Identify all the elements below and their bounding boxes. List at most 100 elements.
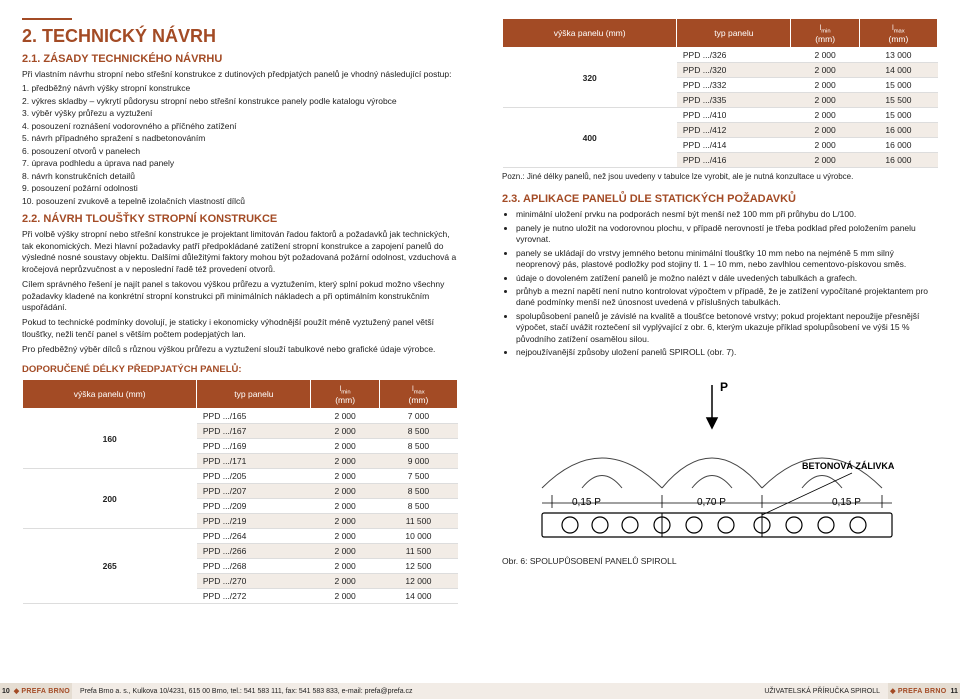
step-item: 9. posouzení požární odolnosti <box>22 183 458 194</box>
data-cell: 8 500 <box>379 424 457 439</box>
table-row: 200PPD .../2052 0007 500 <box>23 469 458 484</box>
data-cell: PPD .../414 <box>677 138 791 153</box>
data-cell: 12 000 <box>379 574 457 589</box>
data-cell: 12 500 <box>379 559 457 574</box>
dist-label-mid: 0,70 P <box>697 497 726 508</box>
step-item: 7. úprava podhledu a úprava nad panely <box>22 158 458 169</box>
dist-label-right: 0,15 P <box>832 497 861 508</box>
list-item: nejpoužívanější způsoby uložení panelů S… <box>516 347 938 358</box>
data-cell: PPD .../171 <box>197 454 311 469</box>
data-cell: 2 000 <box>311 514 379 529</box>
data-cell: 10 000 <box>379 529 457 544</box>
grout-label: BETONOVÁ ZÁLIVKA <box>802 461 895 471</box>
col-header: lmax(mm) <box>859 19 937 48</box>
col-header: lmax(mm) <box>379 379 457 408</box>
data-cell: 11 500 <box>379 514 457 529</box>
height-cell: 320 <box>503 48 677 108</box>
data-cell: PPD .../207 <box>197 484 311 499</box>
left-page: 2. TECHNICKÝ NÁVRH 2.1. ZÁSADY TECHNICKÉ… <box>0 0 480 680</box>
table-body: 320PPD .../3262 00013 000PPD .../3202 00… <box>503 48 938 168</box>
data-cell: 15 500 <box>859 93 937 108</box>
data-cell: 2 000 <box>311 409 379 424</box>
data-cell: PPD .../272 <box>197 589 311 604</box>
data-cell: PPD .../266 <box>197 544 311 559</box>
page-footer: 10 PREFA BRNO Prefa Brno a. s., Kulkova … <box>0 683 960 699</box>
data-cell: 11 500 <box>379 544 457 559</box>
data-cell: 2 000 <box>311 529 379 544</box>
data-cell: 2 000 <box>311 499 379 514</box>
data-cell: PPD .../332 <box>677 78 791 93</box>
data-cell: 2 000 <box>791 78 859 93</box>
footer-center: Prefa Brno a. s., Kulkova 10/4231, 615 0… <box>72 683 888 699</box>
step-item: 8. návrh konstrukčních detailů <box>22 171 458 182</box>
table-header: výška panelu (mm) typ panelu lmin(mm) lm… <box>23 379 458 408</box>
step-item: 3. výběr výšky průřezu a vyztužení <box>22 108 458 119</box>
table-row: 160PPD .../1652 0007 000 <box>23 409 458 424</box>
step-item: 5. návrh případného spražení s nadbetono… <box>22 133 458 144</box>
table-note: Pozn.: Jiné délky panelů, než jsou uvede… <box>502 172 938 183</box>
data-cell: 2 000 <box>791 108 859 123</box>
step-item: 10. posouzení zvukově a tepelně izolační… <box>22 196 458 207</box>
requirements-list: minimální uložení prvku na podporách nes… <box>502 209 938 359</box>
list-item: minimální uložení prvku na podporách nes… <box>516 209 938 220</box>
list-item: panely je nutno uložit na vodorovnou plo… <box>516 223 938 246</box>
data-cell: PPD .../264 <box>197 529 311 544</box>
data-cell: 7 000 <box>379 409 457 424</box>
data-cell: 2 000 <box>791 93 859 108</box>
page-number-right: PREFA BRNO 11 <box>888 683 960 699</box>
data-cell: PPD .../416 <box>677 153 791 168</box>
data-cell: PPD .../320 <box>677 63 791 78</box>
height-cell: 400 <box>503 108 677 168</box>
data-cell: PPD .../270 <box>197 574 311 589</box>
table-row: 400PPD .../4102 00015 000 <box>503 108 938 123</box>
data-cell: 16 000 <box>859 153 937 168</box>
top-rule <box>22 18 72 20</box>
step-item: 4. posouzení roznášení vodorovného a pří… <box>22 121 458 132</box>
panel-diagram: P 0,15 P 0,70 P 0,15 P <box>502 373 922 548</box>
col-header: lmin(mm) <box>311 379 379 408</box>
subsection-2-1: 2.1. ZÁSADY TECHNICKÉHO NÁVRHU <box>22 53 458 65</box>
data-cell: PPD .../167 <box>197 424 311 439</box>
data-cell: 2 000 <box>311 454 379 469</box>
data-cell: 2 000 <box>311 589 379 604</box>
step-item: 6. posouzení otvorů v panelech <box>22 146 458 157</box>
data-cell: 2 000 <box>311 484 379 499</box>
table-caption: DOPORUČENÉ DÉLKY PŘEDPJATÝCH PANELŮ: <box>22 364 458 375</box>
body-paragraph: Pro předběžný výběr dílců s různou výško… <box>22 344 458 355</box>
col-header: výška panelu (mm) <box>503 19 677 48</box>
panel-lengths-table-right: výška panelu (mm) typ panelu lmin(mm) lm… <box>502 18 938 168</box>
subsection-2-3: 2.3. APLIKACE PANELŮ DLE STATICKÝCH POŽA… <box>502 193 938 205</box>
data-cell: PPD .../209 <box>197 499 311 514</box>
data-cell: 2 000 <box>311 439 379 454</box>
list-item: panely se ukládají do vrstvy jemného bet… <box>516 248 938 271</box>
table-row: 265PPD .../2642 00010 000 <box>23 529 458 544</box>
list-item: spolupůsobení panelů je závislé na kvali… <box>516 311 938 345</box>
right-page: výška panelu (mm) typ panelu lmin(mm) lm… <box>480 0 960 680</box>
body-paragraph: Pokud to technické podmínky dovolují, je… <box>22 317 458 340</box>
list-item: průhyb a mezní napětí není nutno kontrol… <box>516 286 938 309</box>
data-cell: 2 000 <box>791 48 859 63</box>
data-cell: 8 500 <box>379 439 457 454</box>
data-cell: 7 500 <box>379 469 457 484</box>
col-header: typ panelu <box>677 19 791 48</box>
data-cell: PPD .../165 <box>197 409 311 424</box>
data-cell: 2 000 <box>311 544 379 559</box>
data-cell: 2 000 <box>791 138 859 153</box>
table-row: 320PPD .../3262 00013 000 <box>503 48 938 63</box>
data-cell: PPD .../410 <box>677 108 791 123</box>
dist-label-left: 0,15 P <box>572 497 601 508</box>
body-paragraph: Při volbě výšky stropní nebo střešní kon… <box>22 229 458 275</box>
data-cell: 9 000 <box>379 454 457 469</box>
height-cell: 160 <box>23 409 197 469</box>
height-cell: 265 <box>23 529 197 604</box>
subsection-2-2: 2.2. NÁVRH TLOUŠŤKY STROPNÍ KONSTRUKCE <box>22 213 458 225</box>
data-cell: 15 000 <box>859 108 937 123</box>
brand-logo: PREFA BRNO <box>890 687 946 695</box>
page-title: 2. TECHNICKÝ NÁVRH <box>22 26 458 47</box>
data-cell: PPD .../219 <box>197 514 311 529</box>
data-cell: 8 500 <box>379 484 457 499</box>
brand-logo: PREFA BRNO <box>14 687 70 695</box>
data-cell: 2 000 <box>791 123 859 138</box>
height-cell: 200 <box>23 469 197 529</box>
footer-address: Prefa Brno a. s., Kulkova 10/4231, 615 0… <box>80 688 413 695</box>
